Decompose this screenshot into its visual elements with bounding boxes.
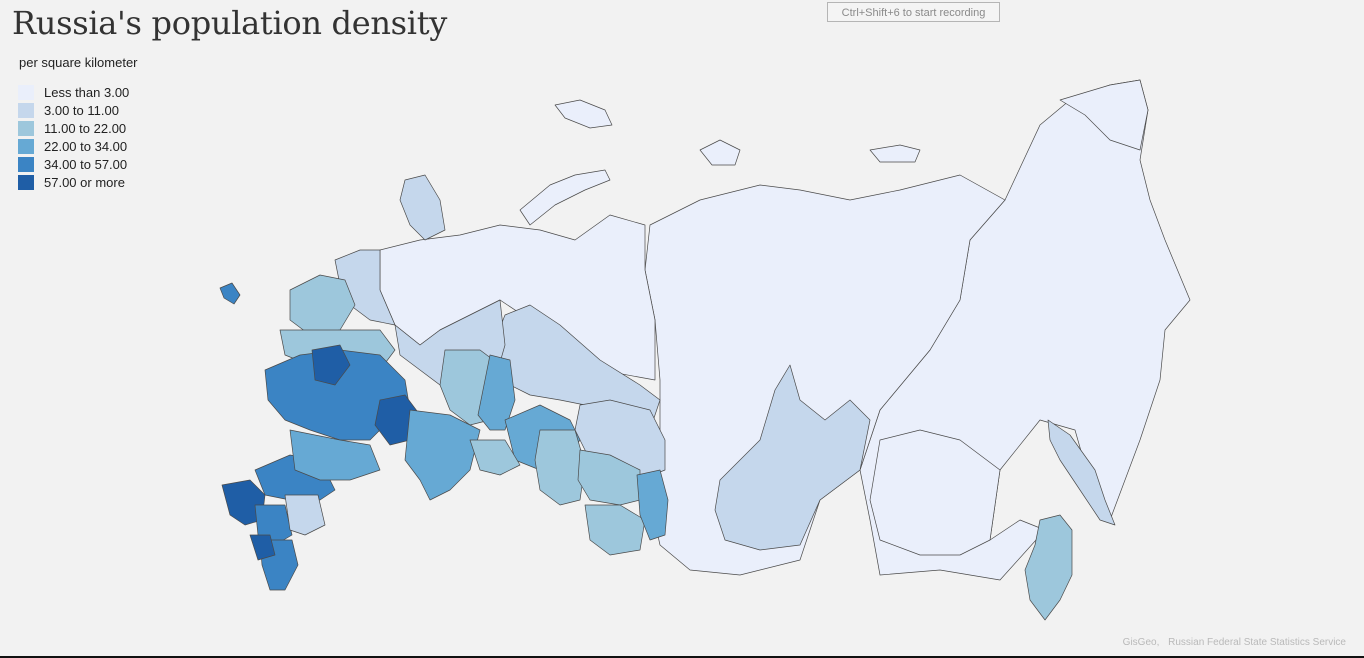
region-arkhangelsk-west[interactable] bbox=[289, 274, 356, 336]
region-primorye[interactable] bbox=[1024, 514, 1073, 621]
legend-item[interactable]: 3.00 to 11.00 bbox=[18, 101, 129, 119]
legend-label: 57.00 or more bbox=[44, 174, 125, 190]
credit-source-2[interactable]: Russian Federal State Statistics Service bbox=[1168, 637, 1346, 648]
region-yamal-island[interactable] bbox=[399, 174, 446, 241]
legend-item[interactable]: 34.00 to 57.00 bbox=[18, 155, 129, 173]
legend-label: 3.00 to 11.00 bbox=[44, 102, 119, 118]
region-kemerovo[interactable] bbox=[636, 469, 669, 541]
region-novaya-zemlya[interactable] bbox=[519, 169, 611, 226]
map-title: Russia's population density bbox=[12, 4, 448, 42]
legend-item[interactable]: 22.00 to 34.00 bbox=[18, 137, 129, 155]
region-kamchatka[interactable] bbox=[1047, 419, 1116, 526]
legend-label: 11.00 to 22.00 bbox=[44, 120, 127, 136]
legend-label: Less than 3.00 bbox=[44, 84, 130, 100]
region-severnaya-zemlya[interactable] bbox=[699, 139, 741, 166]
legend-swatch bbox=[18, 120, 34, 136]
recording-hint-tooltip: Ctrl+Shift+6 to start recording bbox=[827, 2, 1000, 22]
region-sverdlovsk[interactable] bbox=[477, 354, 516, 431]
legend-label: 34.00 to 57.00 bbox=[44, 156, 128, 172]
region-south[interactable] bbox=[289, 429, 381, 481]
region-irkutsk[interactable] bbox=[714, 364, 871, 551]
legend-swatch bbox=[18, 156, 34, 172]
region-kurgan[interactable] bbox=[469, 439, 521, 476]
legend-swatch bbox=[18, 138, 34, 154]
region-kalmykia[interactable] bbox=[284, 494, 326, 536]
region-novosibirsk[interactable] bbox=[577, 449, 641, 506]
legend-swatch bbox=[18, 84, 34, 100]
credit-source-1[interactable]: GisGeo, bbox=[1122, 637, 1160, 648]
legend-swatch bbox=[18, 102, 34, 118]
legend-item[interactable]: 57.00 or more bbox=[18, 173, 129, 191]
legend-swatch bbox=[18, 174, 34, 190]
credits: GisGeo, Russian Federal State Statistics… bbox=[1123, 637, 1346, 648]
region-franz-josef[interactable] bbox=[554, 99, 613, 129]
region-amur[interactable] bbox=[869, 429, 1001, 556]
region-new-siberian[interactable] bbox=[869, 144, 921, 163]
region-omsk-belt[interactable] bbox=[534, 429, 586, 506]
legend-subtitle: per square kilometer bbox=[19, 55, 138, 70]
region-north-caucasus[interactable] bbox=[249, 534, 276, 561]
legend-item[interactable]: Less than 3.00 bbox=[18, 83, 129, 101]
region-kaliningrad[interactable] bbox=[219, 282, 241, 305]
region-chukotka-border[interactable] bbox=[1059, 79, 1149, 151]
legend-label: 22.00 to 34.00 bbox=[44, 138, 128, 154]
region-altai[interactable] bbox=[584, 504, 646, 556]
legend-item[interactable]: 11.00 to 22.00 bbox=[18, 119, 129, 137]
region-moscow[interactable] bbox=[311, 344, 351, 386]
legend: Less than 3.00 3.00 to 11.00 11.00 to 22… bbox=[18, 83, 129, 191]
region-volga-south[interactable] bbox=[404, 409, 481, 501]
